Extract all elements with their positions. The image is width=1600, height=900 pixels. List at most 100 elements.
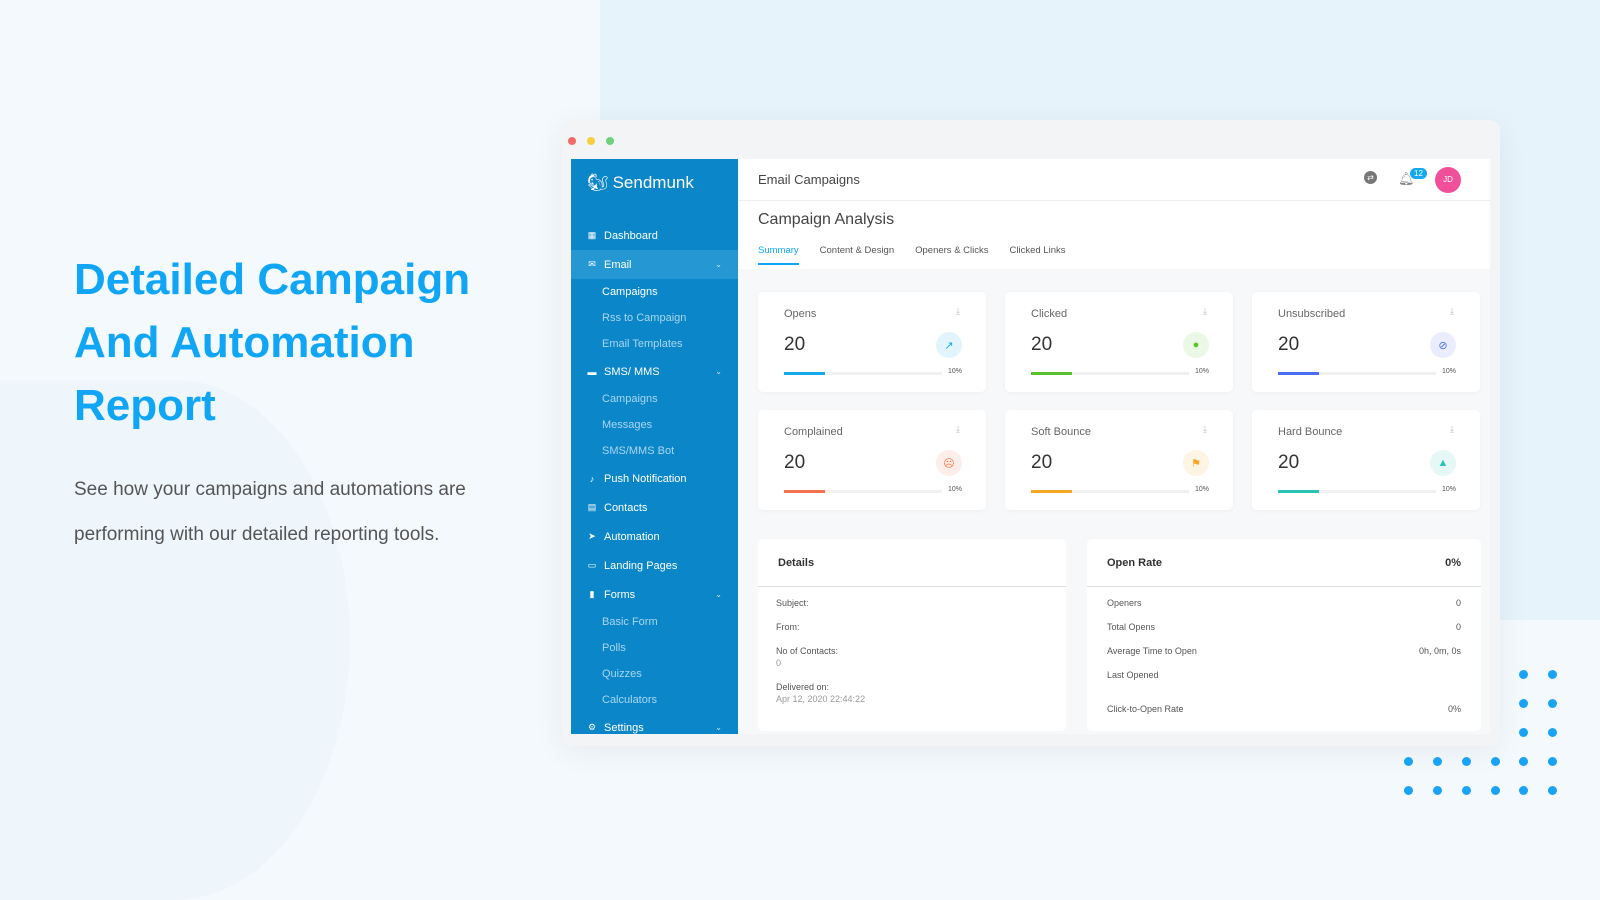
switch-icon[interactable]: ⇄ <box>1364 171 1377 184</box>
maximize-dot[interactable] <box>606 137 614 145</box>
from-label: From: <box>776 622 800 632</box>
avatar[interactable]: JD <box>1435 167 1461 193</box>
sidebar-subitem[interactable]: Polls <box>602 642 626 654</box>
stat-card-hard-bounce: Hard Bounce ⤓ 20 ▲ 10% <box>1252 410 1480 510</box>
stat-value: 20 <box>784 452 806 473</box>
row-value: 0h, 0m, 0s <box>1418 646 1461 656</box>
sidebar-item-dashboard[interactable]: ▦ Dashboard <box>571 221 738 250</box>
gear-icon: ⚙ <box>587 722 597 732</box>
header-title: Email Campaigns <box>758 172 860 187</box>
open-rate-value: 0% <box>1445 556 1461 569</box>
sidebar-item-landing-pages[interactable]: ▭ Landing Pages <box>571 551 738 580</box>
stat-label: Opens <box>784 308 817 320</box>
row-value: 0 <box>1455 622 1461 632</box>
contacts-icon: ▤ <box>587 502 597 512</box>
download-icon[interactable]: ⤓ <box>1450 306 1454 316</box>
stat-percent: 10% <box>1194 368 1209 375</box>
chevron-down-icon: ⌄ <box>715 723 722 732</box>
download-icon[interactable]: ⤓ <box>956 306 960 316</box>
tab-content-design[interactable]: Content & Design <box>819 245 895 256</box>
mouse-icon: ● <box>1183 332 1209 358</box>
tab-summary[interactable]: Summary <box>758 245 799 265</box>
sidebar-subitem[interactable]: Calculators <box>602 694 658 706</box>
stat-percent: 10% <box>947 368 962 375</box>
app-window: 🐿 Sendmunk ▦ Dashboard ✉ Email ⌄ Campaigns Rss … <box>561 120 1500 746</box>
stat-percent: 10% <box>947 486 962 493</box>
progress-bar <box>784 490 942 493</box>
block-icon: ⊘ <box>1430 332 1456 358</box>
download-icon[interactable]: ⤓ <box>956 424 960 434</box>
sidebar-subitem[interactable]: Basic Form <box>602 616 658 628</box>
sidebar-item-label: Automation <box>604 530 660 543</box>
stat-value: 20 <box>1031 452 1053 473</box>
topbar: Email Campaigns ⇄ 🔔︎ 12 JD <box>738 159 1490 201</box>
sidebar-item-label: Landing Pages <box>604 559 678 572</box>
sidebar-nav: ▦ Dashboard ✉ Email ⌄ Campaigns Rss to Campaig… <box>571 221 738 742</box>
main: Email Campaigns ⇄ 🔔︎ 12 JD Campaign Anal… <box>738 159 1490 734</box>
sidebar-subitem[interactable]: Email Templates <box>602 338 683 350</box>
open-rate-row: Average Time to Open 0h, 0m, 0s <box>1087 639 1481 663</box>
stat-label: Hard Bounce <box>1278 426 1343 438</box>
sidebar-item-settings[interactable]: ⚙ Settings ⌄ <box>571 713 738 742</box>
progress-bar <box>784 372 942 375</box>
tab-openers-clicks[interactable]: Openers & Clicks <box>915 245 989 256</box>
stat-card-unsubscribed: Unsubscribed ⤓ 20 ⊘ 10% <box>1252 292 1480 392</box>
row-label: Click-to-Open Rate <box>1107 704 1184 714</box>
tab-clicked-links[interactable]: Clicked Links <box>1009 245 1066 256</box>
sidebar-subitem[interactable]: Quizzes <box>602 668 642 680</box>
stat-percent: 10% <box>1441 486 1456 493</box>
hero-text: See how your campaigns and automations a… <box>74 479 466 545</box>
sidebar-item-automation[interactable]: ➤ Automation <box>571 522 738 551</box>
open-rate-row: Openers 0 <box>1087 591 1481 615</box>
sidebar-subitem[interactable]: SMS/MMS Bot <box>602 445 675 457</box>
message-icon: ▬ <box>587 366 597 377</box>
page-icon: ▭ <box>587 560 597 570</box>
stat-card-complained: Complained ⤓ 20 ☹ 10% <box>758 410 986 510</box>
sidebar-item-label: Dashboard <box>604 229 658 242</box>
send-icon: ➤ <box>588 531 596 541</box>
sidebar-item-label: SMS/ MMS <box>604 365 660 378</box>
row-label: Total Opens <box>1107 622 1156 632</box>
stat-value: 20 <box>1031 334 1053 355</box>
flag-icon: ⚑ <box>1183 450 1209 476</box>
close-dot[interactable] <box>568 137 576 145</box>
sidebar-subitem[interactable]: Rss to Campaign <box>602 312 687 324</box>
notification-badge: 12 <box>1410 168 1427 179</box>
sidebar-item-label: Contacts <box>604 501 648 514</box>
sidebar-subitem[interactable]: Campaigns <box>602 393 658 405</box>
sidebar-item-forms[interactable]: ▮ Forms ⌄ <box>571 580 738 609</box>
contacts-value: 0 <box>776 658 782 668</box>
hero-title: Detailed Campaign And Automation Report <box>74 255 471 430</box>
logo[interactable]: 🐿 Sendmunk <box>587 173 694 193</box>
stat-label: Unsubscribed <box>1278 308 1346 320</box>
sidebar-item-contacts[interactable]: ▤ Contacts <box>571 493 738 522</box>
row-label: Openers <box>1107 598 1142 608</box>
minimize-dot[interactable] <box>587 137 595 145</box>
progress-bar <box>1031 490 1189 493</box>
delivered-value: Apr 12, 2020 22:44:22 <box>776 694 866 704</box>
dashboard-icon: ▦ <box>587 230 597 240</box>
squirrel-icon: 🐿 <box>587 173 609 192</box>
open-rate-row: Click-to-Open Rate 0% <box>1087 697 1481 721</box>
sidebar-item-label: Push Notification <box>604 472 687 485</box>
stat-card-soft-bounce: Soft Bounce ⤓ 20 ⚑ 10% <box>1005 410 1233 510</box>
sidebar-subitem[interactable]: Messages <box>602 419 653 431</box>
download-icon[interactable]: ⤓ <box>1203 306 1207 316</box>
tabs: Summary Content & Design Openers & Clicks C… <box>758 245 1470 265</box>
sidebar-item-label: Forms <box>604 588 636 601</box>
stat-card-opens: Opens ⤓ 20 ↗ 10% <box>758 292 986 392</box>
hero: Detailed Campaign And Automation Report … <box>74 248 534 557</box>
stat-value: 20 <box>1278 334 1300 355</box>
download-icon[interactable]: ⤓ <box>1450 424 1454 434</box>
sidebar-item-email[interactable]: ✉ Email ⌄ <box>571 250 738 279</box>
open-rate-row: Total Opens 0 <box>1087 615 1481 639</box>
subject-label: Subject: <box>776 598 809 608</box>
download-icon[interactable]: ⤓ <box>1203 424 1207 434</box>
sidebar-item-sms-mms[interactable]: ▬ SMS/ MMS ⌄ <box>571 357 738 386</box>
sidebar-subitem[interactable]: Campaigns <box>602 286 658 298</box>
chevron-down-icon: ⌄ <box>715 367 722 376</box>
sidebar-item-push-notification[interactable]: ♪ Push Notification <box>571 464 738 493</box>
stat-label: Soft Bounce <box>1031 426 1091 438</box>
progress-bar <box>1278 372 1436 375</box>
row-value: 0 <box>1455 598 1461 608</box>
